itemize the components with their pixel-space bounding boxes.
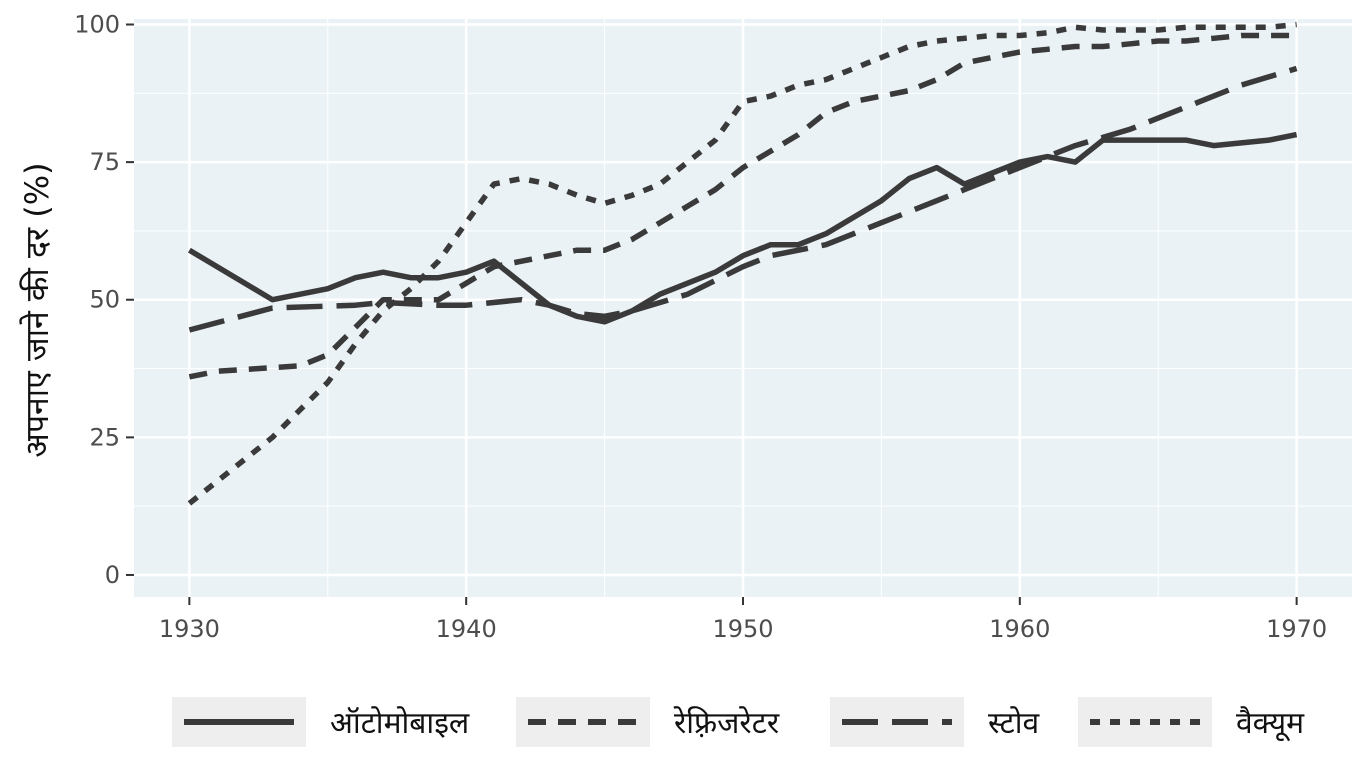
y-tick-label: 75 xyxy=(89,148,120,176)
series-line-dotted xyxy=(187,21,1297,506)
y-tick-label: 0 xyxy=(105,561,120,589)
legend-label: ऑटोमोबाइल xyxy=(330,706,470,741)
series-layer xyxy=(187,21,1298,506)
x-tick-label: 1970 xyxy=(1266,615,1327,643)
x-tick-label: 1960 xyxy=(989,615,1050,643)
legend-label: वैक्यूम xyxy=(1236,706,1305,742)
y-tick-label: 50 xyxy=(89,286,120,314)
x-axis: 1930 1940 1950 1960 1970 xyxy=(159,597,1327,643)
legend-label: रेफ़्रिजरेटर xyxy=(673,706,780,741)
series-line-dashed xyxy=(188,32,1297,380)
x-tick-label: 1950 xyxy=(712,615,773,643)
series-line-longdash xyxy=(188,65,1298,333)
legend: ऑटोमोबाइल रेफ़्रिजरेटर स्टोव वैक्यूम xyxy=(172,697,1305,747)
legend-key-bg xyxy=(1078,697,1212,747)
grid-major xyxy=(134,19,1352,597)
legend-item: वैक्यूम xyxy=(1078,697,1305,747)
y-tick-label: 25 xyxy=(89,423,120,451)
x-tick-label: 1940 xyxy=(436,615,497,643)
legend-item: स्टोव xyxy=(830,697,1041,747)
y-tick-label: 100 xyxy=(74,11,120,39)
legend-item: रेफ़्रिजरेटर xyxy=(516,697,780,747)
y-axis: 0 25 50 75 100 xyxy=(74,11,134,589)
x-tick-label: 1930 xyxy=(159,615,220,643)
legend-label: स्टोव xyxy=(988,706,1041,741)
series-line-solid xyxy=(187,131,1298,325)
y-axis-title: अपनाए जाने की दर (%) xyxy=(18,162,56,457)
legend-item: ऑटोमोबाइल xyxy=(172,697,470,747)
